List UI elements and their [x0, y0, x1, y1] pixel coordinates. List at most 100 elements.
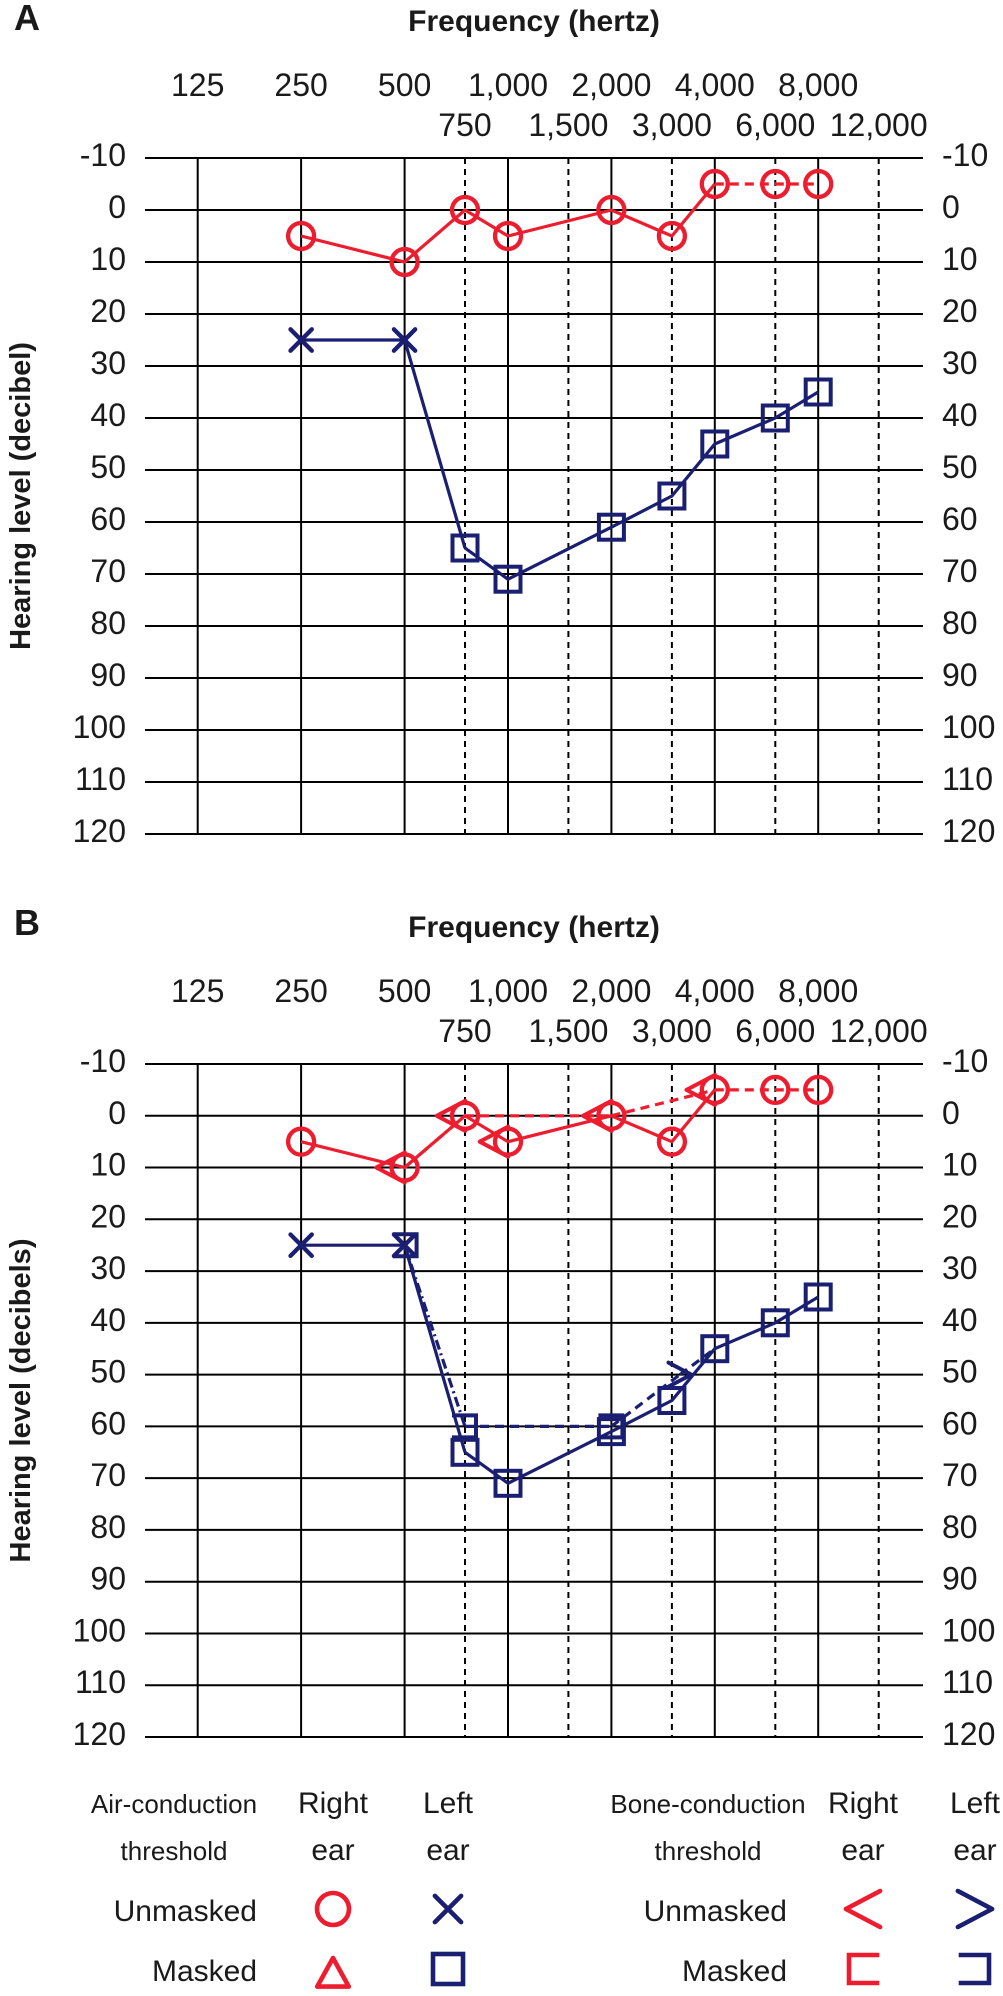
svg-text:90: 90: [90, 657, 126, 693]
svg-text:-10: -10: [942, 1043, 988, 1079]
svg-text:70: 70: [942, 553, 978, 589]
svg-text:ear: ear: [311, 1834, 354, 1867]
svg-text:10: 10: [942, 1147, 978, 1183]
svg-text:120: 120: [942, 1716, 995, 1752]
svg-text:0: 0: [108, 189, 126, 225]
svg-text:30: 30: [90, 1250, 126, 1286]
svg-text:100: 100: [73, 1613, 126, 1649]
svg-text:70: 70: [90, 1457, 126, 1493]
svg-text:30: 30: [942, 345, 978, 381]
svg-text:B: B: [14, 902, 40, 943]
svg-text:110: 110: [942, 761, 993, 797]
svg-text:8,000: 8,000: [778, 973, 858, 1009]
svg-text:40: 40: [942, 397, 978, 433]
svg-text:1,000: 1,000: [468, 67, 548, 103]
svg-text:90: 90: [90, 1561, 126, 1597]
svg-text:40: 40: [90, 1302, 126, 1338]
svg-text:40: 40: [90, 397, 126, 433]
svg-text:Right: Right: [298, 1787, 369, 1820]
svg-text:Air-conduction: Air-conduction: [91, 1789, 257, 1819]
svg-text:2,000: 2,000: [571, 67, 651, 103]
svg-text:100: 100: [942, 1613, 995, 1649]
svg-text:90: 90: [942, 1561, 978, 1597]
svg-text:90: 90: [942, 657, 978, 693]
svg-text:-10: -10: [80, 137, 126, 173]
svg-text:12,000: 12,000: [830, 107, 928, 143]
svg-text:1,500: 1,500: [528, 1013, 608, 1049]
svg-text:1,500: 1,500: [528, 107, 608, 143]
svg-text:80: 80: [942, 605, 978, 641]
svg-text:ear: ear: [426, 1834, 469, 1867]
svg-text:80: 80: [90, 605, 126, 641]
svg-text:60: 60: [90, 1405, 126, 1441]
svg-text:Frequency (hertz): Frequency (hertz): [408, 911, 660, 944]
svg-text:Left: Left: [950, 1787, 1001, 1820]
svg-text:100: 100: [942, 709, 995, 745]
svg-text:50: 50: [942, 449, 978, 485]
svg-text:500: 500: [378, 67, 431, 103]
svg-text:A: A: [14, 0, 40, 38]
svg-text:70: 70: [942, 1457, 978, 1493]
svg-text:4,000: 4,000: [675, 67, 755, 103]
svg-text:60: 60: [942, 501, 978, 537]
svg-text:3,000: 3,000: [632, 107, 712, 143]
svg-text:4,000: 4,000: [675, 973, 755, 1009]
svg-text:12,000: 12,000: [830, 1013, 928, 1049]
svg-text:Masked: Masked: [682, 1955, 787, 1988]
svg-text:70: 70: [90, 553, 126, 589]
svg-text:-10: -10: [80, 1043, 126, 1079]
svg-text:Hearing level (decibels): Hearing level (decibels): [5, 1239, 37, 1563]
svg-text:250: 250: [274, 67, 327, 103]
svg-text:0: 0: [942, 189, 960, 225]
svg-text:20: 20: [942, 1198, 978, 1234]
svg-text:10: 10: [90, 1147, 126, 1183]
svg-text:0: 0: [942, 1095, 960, 1131]
svg-text:60: 60: [90, 501, 126, 537]
svg-text:50: 50: [90, 1354, 126, 1390]
svg-text:ear: ear: [841, 1834, 884, 1867]
svg-text:60: 60: [942, 1405, 978, 1441]
svg-text:threshold: threshold: [121, 1836, 228, 1866]
svg-text:120: 120: [942, 813, 995, 849]
svg-text:1,000: 1,000: [468, 973, 548, 1009]
svg-text:110: 110: [75, 761, 126, 797]
svg-text:80: 80: [90, 1509, 126, 1545]
svg-text:750: 750: [438, 107, 491, 143]
svg-text:750: 750: [438, 1013, 491, 1049]
svg-text:Unmasked: Unmasked: [644, 1895, 787, 1928]
svg-text:Hearing level (decibel): Hearing level (decibel): [5, 342, 37, 650]
svg-text:20: 20: [90, 1198, 126, 1234]
svg-text:100: 100: [73, 709, 126, 745]
svg-text:125: 125: [171, 973, 224, 1009]
svg-text:120: 120: [73, 1716, 126, 1752]
svg-text:6,000: 6,000: [735, 107, 815, 143]
svg-text:125: 125: [171, 67, 224, 103]
svg-text:threshold: threshold: [655, 1836, 762, 1866]
svg-text:20: 20: [90, 293, 126, 329]
svg-text:8,000: 8,000: [778, 67, 858, 103]
svg-text:10: 10: [942, 241, 978, 277]
svg-text:Frequency (hertz): Frequency (hertz): [408, 5, 660, 38]
svg-text:40: 40: [942, 1302, 978, 1338]
svg-text:30: 30: [942, 1250, 978, 1286]
svg-text:2,000: 2,000: [571, 973, 651, 1009]
svg-text:0: 0: [108, 1095, 126, 1131]
svg-text:50: 50: [90, 449, 126, 485]
svg-text:Right: Right: [828, 1787, 899, 1820]
svg-text:110: 110: [942, 1664, 993, 1700]
svg-text:Unmasked: Unmasked: [114, 1895, 257, 1928]
svg-text:500: 500: [378, 973, 431, 1009]
svg-text:110: 110: [75, 1664, 126, 1700]
svg-text:50: 50: [942, 1354, 978, 1390]
svg-text:10: 10: [90, 241, 126, 277]
svg-text:Masked: Masked: [152, 1955, 257, 1988]
svg-text:20: 20: [942, 293, 978, 329]
svg-text:ear: ear: [953, 1834, 996, 1867]
svg-text:-10: -10: [942, 137, 988, 173]
svg-text:3,000: 3,000: [632, 1013, 712, 1049]
svg-text:6,000: 6,000: [735, 1013, 815, 1049]
svg-text:Left: Left: [423, 1787, 474, 1820]
svg-text:250: 250: [274, 973, 327, 1009]
svg-text:120: 120: [73, 813, 126, 849]
svg-text:30: 30: [90, 345, 126, 381]
